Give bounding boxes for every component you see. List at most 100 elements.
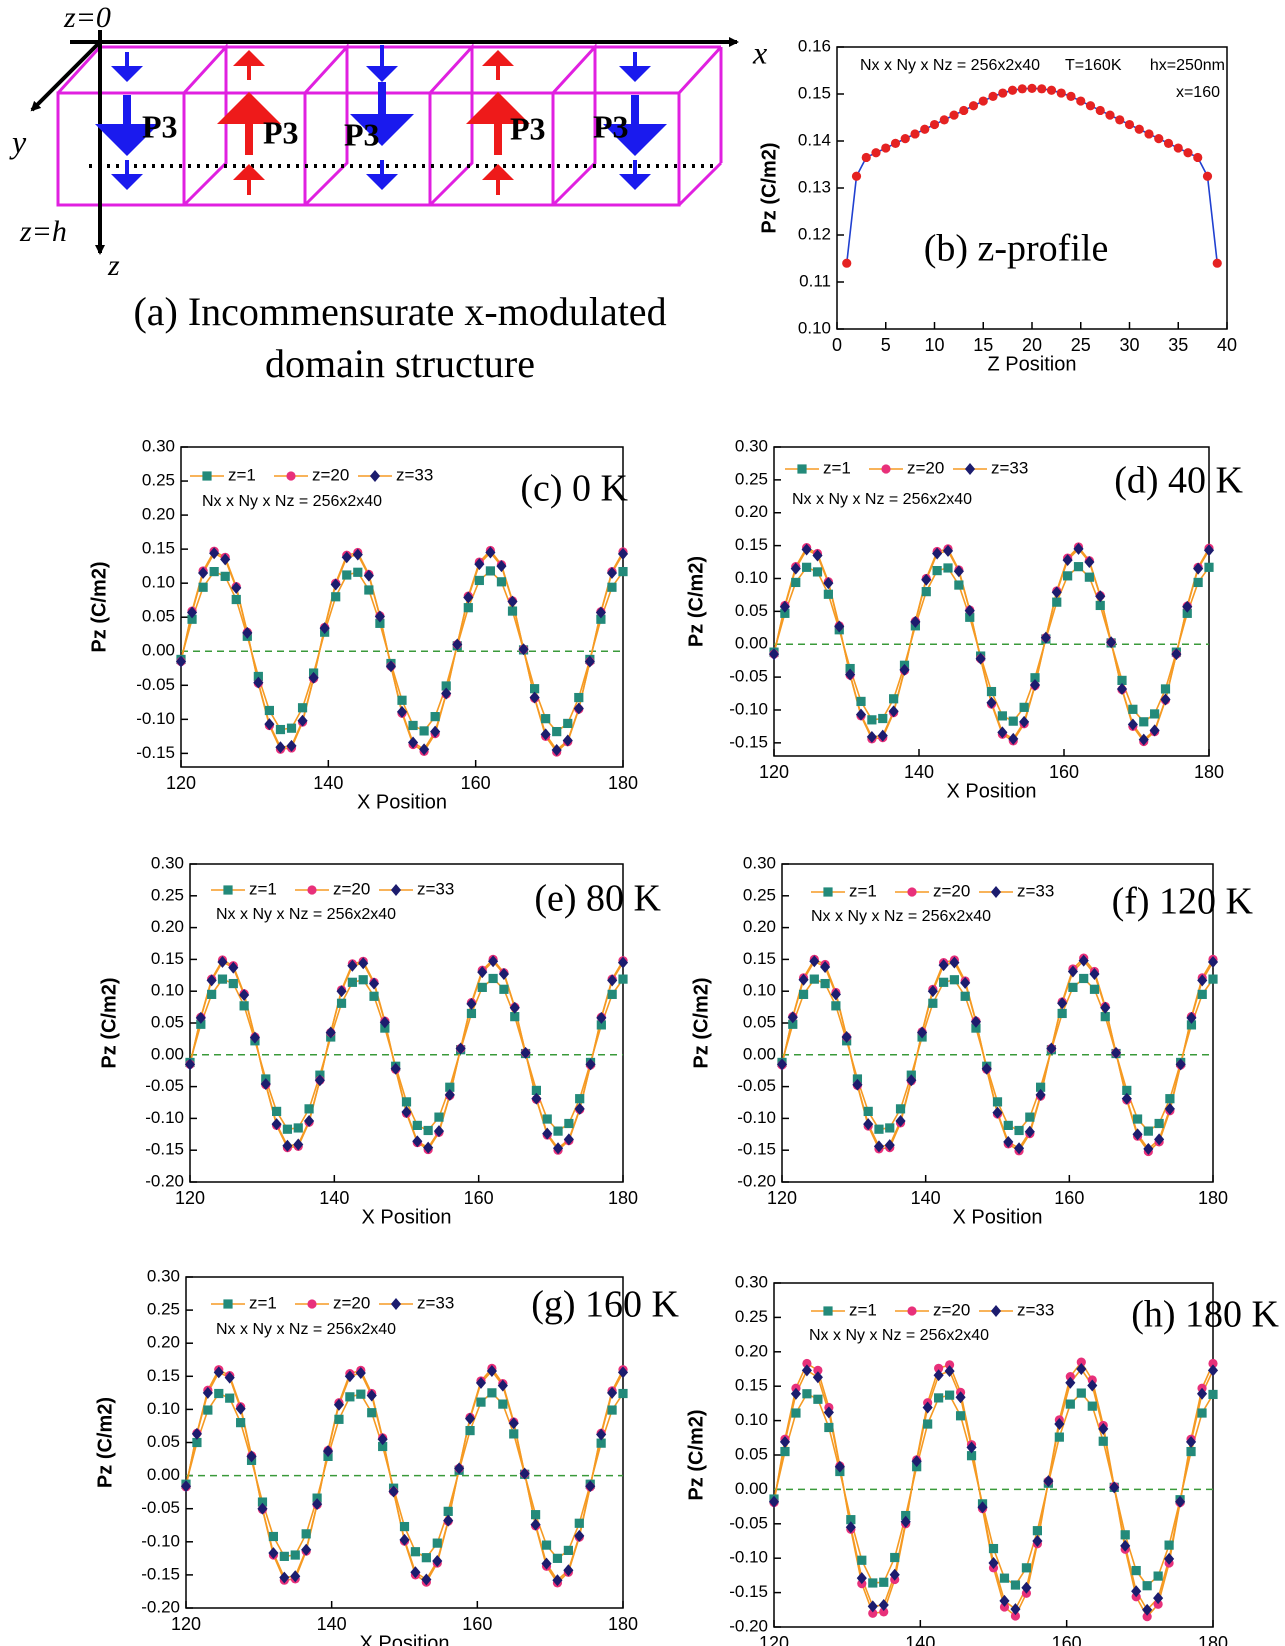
marker (888, 705, 899, 718)
marker (507, 606, 518, 616)
panel-title: (h) 180 K (1131, 1294, 1279, 1336)
marker (1150, 709, 1160, 719)
legend-marker (223, 1299, 233, 1309)
marker (347, 959, 358, 972)
marker (1010, 1580, 1021, 1590)
marker (939, 977, 949, 987)
marker (988, 1543, 999, 1554)
y-tick-label: -0.20 (145, 1171, 184, 1190)
marker (1154, 1133, 1165, 1146)
chart-panel: -0.20 -0.15 -0.10 -0.05 0.00 0.05 0.10 0.15 0.20… (94, 1266, 679, 1646)
y-tick-label: 0.30 (147, 1266, 180, 1285)
marker (331, 592, 341, 602)
marker (419, 743, 430, 756)
x-tick-label: 10 (924, 335, 944, 355)
marker (1087, 1379, 1098, 1392)
marker (801, 543, 812, 556)
marker (606, 566, 618, 579)
x-axis-label: X Position (946, 780, 1036, 802)
domain-boxes (56, 43, 723, 207)
marker (845, 1521, 856, 1534)
marker (855, 708, 867, 721)
marker (286, 739, 297, 752)
marker (802, 1358, 812, 1369)
polarization-label: P3 (263, 114, 299, 150)
domain-diagram: x y z z=0 z=h P3 P3 P3 P3 P3 (a) Incomme… (9, 1, 767, 386)
marker (465, 1425, 475, 1436)
x-tick-label: 140 (911, 1188, 941, 1208)
legend-label: z=33 (417, 1293, 454, 1312)
marker (445, 1082, 455, 1092)
marker (878, 713, 888, 724)
marker (1164, 1552, 1175, 1565)
x-tick-label: 120 (767, 1188, 797, 1208)
axis-label: y (9, 123, 27, 159)
marker (356, 1389, 366, 1399)
marker (466, 997, 477, 1010)
y-tick-label: 0.25 (151, 885, 184, 904)
x-tick-label: 15 (973, 335, 993, 355)
y-tick-label: 0.30 (743, 853, 776, 872)
marker (868, 1608, 878, 1618)
marker (802, 1389, 812, 1399)
y-tick-label: 0.00 (735, 634, 768, 653)
marker (841, 1031, 852, 1043)
marker (563, 718, 573, 729)
marker (790, 562, 801, 575)
marker (845, 668, 856, 681)
marker (1149, 724, 1160, 737)
marker (396, 705, 408, 718)
marker (1144, 129, 1154, 139)
x-tick-label: 180 (608, 1614, 638, 1634)
marker (542, 1114, 552, 1124)
marker (353, 567, 363, 577)
marker (1056, 88, 1066, 98)
marker (949, 975, 959, 985)
legend-label: z=1 (823, 458, 851, 477)
x-tick-label: 180 (608, 773, 638, 793)
marker (1010, 1611, 1021, 1621)
legend-label: z=20 (933, 1300, 970, 1319)
marker (1160, 693, 1171, 706)
marker (553, 1126, 563, 1136)
marker (264, 705, 274, 716)
legend-label: z=20 (933, 881, 970, 900)
marker (856, 1572, 867, 1585)
marker (268, 1547, 279, 1560)
marker (968, 101, 979, 111)
marker (879, 1607, 889, 1617)
marker (842, 258, 852, 268)
y-tick-label: 0.30 (142, 436, 175, 455)
caption: domain structure (265, 341, 535, 386)
marker (180, 1480, 192, 1493)
marker (375, 618, 385, 628)
y-axis-label: Pz (C/m2) (685, 1409, 707, 1500)
legend-marker (907, 1306, 917, 1316)
marker (871, 148, 881, 158)
marker (1051, 586, 1062, 599)
marker (1186, 1011, 1197, 1024)
panel-title: (e) 80 K (534, 878, 661, 920)
marker (220, 553, 231, 566)
marker (895, 1104, 906, 1114)
marker (596, 1020, 606, 1030)
y-tick-label: 0.25 (743, 885, 776, 904)
marker (257, 1497, 268, 1507)
marker (809, 974, 819, 984)
marker (1027, 83, 1037, 93)
marker (319, 622, 330, 635)
marker (290, 1550, 300, 1560)
marker (1084, 572, 1094, 582)
marker (253, 671, 263, 682)
marker (228, 978, 238, 989)
marker (1014, 1125, 1024, 1136)
marker (922, 1401, 933, 1414)
x-tick-label: 160 (1054, 1188, 1084, 1208)
y-tick-label: 0.14 (798, 130, 831, 149)
marker (184, 1058, 196, 1071)
marker (801, 1364, 812, 1377)
marker (809, 955, 820, 968)
marker (401, 1097, 412, 1107)
marker (574, 1102, 585, 1115)
